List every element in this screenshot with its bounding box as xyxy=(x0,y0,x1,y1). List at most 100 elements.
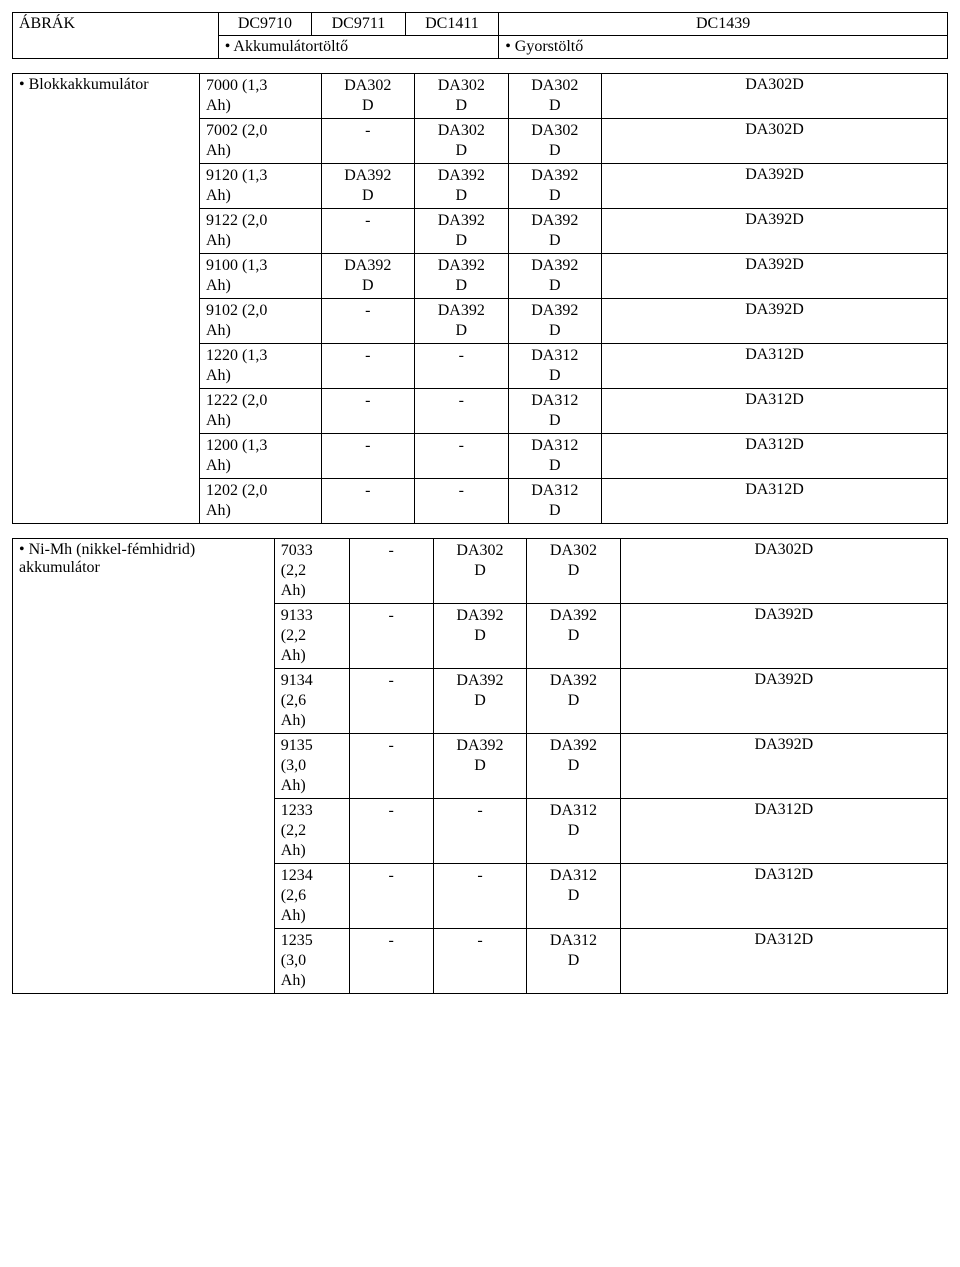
value-cell: DA312D xyxy=(508,344,602,389)
value-cell: DA392D xyxy=(620,669,947,734)
value-cell: DA302D xyxy=(321,74,415,119)
value-cell: DA392D xyxy=(508,254,602,299)
value-cell: DA312D xyxy=(602,479,948,524)
value-cell: DA302D xyxy=(433,539,527,604)
side-label-text: Ni-Mh (nikkel-fémhidrid) akkumulátor xyxy=(19,541,195,576)
value-cell: DA302D xyxy=(508,119,602,164)
model-cell: 9134(2,6Ah) xyxy=(274,669,349,734)
value-cell: - xyxy=(415,479,509,524)
bullet-icon xyxy=(505,38,515,55)
value-cell: DA392D xyxy=(527,604,621,669)
value-cell: - xyxy=(321,389,415,434)
value-cell: DA392D xyxy=(508,299,602,344)
value-cell: DA392D xyxy=(620,604,947,669)
table-row: Blokkakkumulátor7000 (1,3Ah)DA302DDA302D… xyxy=(13,74,948,119)
value-cell: DA392D xyxy=(433,734,527,799)
header-table: ÁBRÁK DC9710 DC9711 DC1411 DC1439 Akkumu… xyxy=(12,12,948,59)
hdr-col-2: DC1411 xyxy=(405,13,499,36)
value-cell: - xyxy=(321,299,415,344)
value-cell: - xyxy=(349,604,433,669)
model-cell: 9135(3,0Ah) xyxy=(274,734,349,799)
value-cell: - xyxy=(349,799,433,864)
value-cell: - xyxy=(415,434,509,479)
value-cell: DA392D xyxy=(321,254,415,299)
value-cell: DA312D xyxy=(620,799,947,864)
model-cell: 1235(3,0Ah) xyxy=(274,929,349,994)
model-cell: 1200 (1,3Ah) xyxy=(200,434,322,479)
value-cell: DA392D xyxy=(602,209,948,254)
value-cell: - xyxy=(321,479,415,524)
value-cell: - xyxy=(321,344,415,389)
value-cell: DA312D xyxy=(508,434,602,479)
value-cell: DA392D xyxy=(620,734,947,799)
side-label: Blokkakkumulátor xyxy=(13,74,200,524)
value-cell: - xyxy=(433,929,527,994)
model-cell: 7002 (2,0Ah) xyxy=(200,119,322,164)
value-cell: - xyxy=(349,929,433,994)
model-cell: 1222 (2,0Ah) xyxy=(200,389,322,434)
value-cell: DA312D xyxy=(508,479,602,524)
value-cell: DA302D xyxy=(415,119,509,164)
value-cell: DA392D xyxy=(602,299,948,344)
page-title: ÁBRÁK xyxy=(13,13,219,59)
value-cell: - xyxy=(433,864,527,929)
value-cell: DA392D xyxy=(433,669,527,734)
value-cell: - xyxy=(415,389,509,434)
model-cell: 1202 (2,0Ah) xyxy=(200,479,322,524)
subheader-left-text: Akkumulátortöltő xyxy=(233,38,348,55)
value-cell: - xyxy=(349,539,433,604)
value-cell: DA312D xyxy=(602,389,948,434)
hdr-col-3: DC1439 xyxy=(499,13,948,36)
model-cell: 9102 (2,0Ah) xyxy=(200,299,322,344)
bullet-icon xyxy=(19,76,29,93)
value-cell: DA302D xyxy=(415,74,509,119)
value-cell: - xyxy=(415,344,509,389)
subheader-right: Gyorstöltő xyxy=(499,36,948,59)
value-cell: DA392D xyxy=(508,209,602,254)
value-cell: DA392D xyxy=(415,299,509,344)
side-label: Ni-Mh (nikkel-fémhidrid) akkumulátor xyxy=(13,539,275,994)
table-blokkakkumulator: Blokkakkumulátor7000 (1,3Ah)DA302DDA302D… xyxy=(12,73,948,524)
value-cell: DA302D xyxy=(602,74,948,119)
value-cell: DA302D xyxy=(620,539,947,604)
model-cell: 9100 (1,3Ah) xyxy=(200,254,322,299)
value-cell: DA312D xyxy=(602,344,948,389)
model-cell: 1233(2,2Ah) xyxy=(274,799,349,864)
value-cell: DA312D xyxy=(508,389,602,434)
subheader-right-text: Gyorstöltő xyxy=(515,38,583,55)
model-cell: 1220 (1,3Ah) xyxy=(200,344,322,389)
value-cell: DA392D xyxy=(321,164,415,209)
value-cell: DA392D xyxy=(527,669,621,734)
value-cell: DA312D xyxy=(527,929,621,994)
value-cell: - xyxy=(349,864,433,929)
value-cell: DA312D xyxy=(620,929,947,994)
subheader-left: Akkumulátortöltő xyxy=(218,36,499,59)
value-cell: DA312D xyxy=(620,864,947,929)
value-cell: DA392D xyxy=(433,604,527,669)
hdr-col-0: DC9710 xyxy=(218,13,312,36)
side-label-text: Blokkakkumulátor xyxy=(29,76,149,93)
value-cell: DA302D xyxy=(602,119,948,164)
value-cell: DA312D xyxy=(602,434,948,479)
value-cell: - xyxy=(321,119,415,164)
model-cell: 9120 (1,3Ah) xyxy=(200,164,322,209)
value-cell: DA392D xyxy=(602,164,948,209)
value-cell: DA302D xyxy=(508,74,602,119)
value-cell: DA392D xyxy=(508,164,602,209)
value-cell: DA312D xyxy=(527,864,621,929)
value-cell: - xyxy=(321,434,415,479)
value-cell: DA392D xyxy=(415,209,509,254)
hdr-col-1: DC9711 xyxy=(312,13,406,36)
value-cell: DA392D xyxy=(602,254,948,299)
value-cell: - xyxy=(433,799,527,864)
value-cell: - xyxy=(349,669,433,734)
value-cell: - xyxy=(349,734,433,799)
value-cell: DA392D xyxy=(415,164,509,209)
value-cell: DA392D xyxy=(415,254,509,299)
bullet-icon xyxy=(19,541,29,558)
value-cell: - xyxy=(321,209,415,254)
model-cell: 7033(2,2Ah) xyxy=(274,539,349,604)
model-cell: 9133(2,2Ah) xyxy=(274,604,349,669)
value-cell: DA392D xyxy=(527,734,621,799)
table-nimh: Ni-Mh (nikkel-fémhidrid) akkumulátor 7033… xyxy=(12,538,948,994)
